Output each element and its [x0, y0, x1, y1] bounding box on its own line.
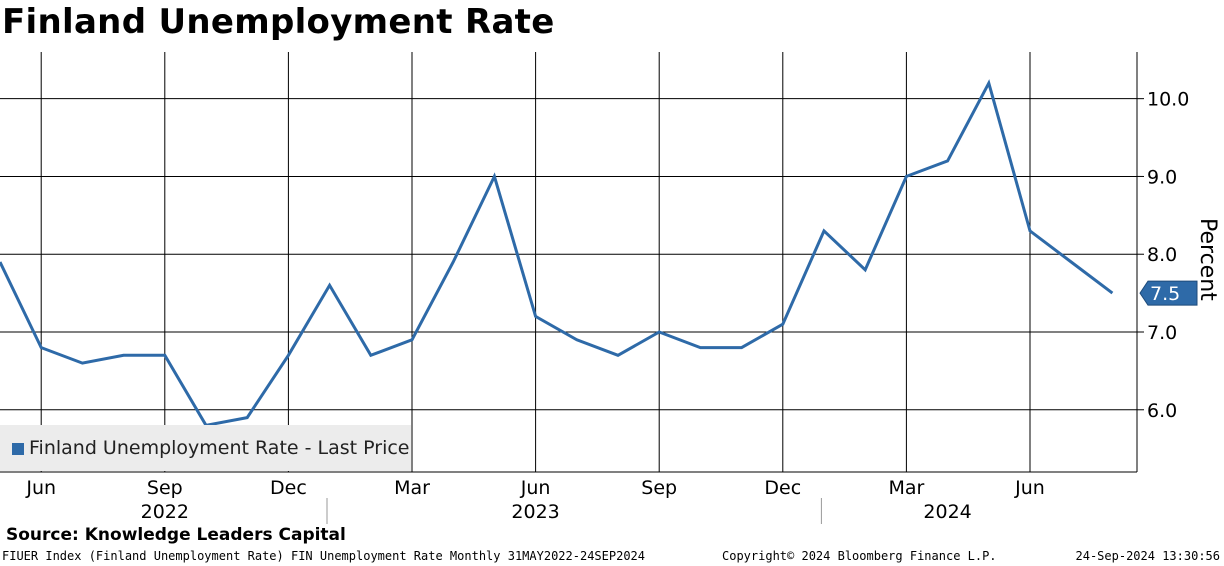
y-tick-label: 9.0	[1147, 166, 1177, 188]
x-month-label: Jun	[25, 477, 56, 499]
x-year-label: 2022	[141, 501, 189, 523]
legend-swatch	[12, 443, 24, 455]
y-tick-label: 7.0	[1147, 322, 1177, 344]
footer-timestamp: 24-Sep-2024 13:30:56	[1075, 549, 1221, 563]
legend: Finland Unemployment Rate - Last Price	[0, 425, 411, 471]
y-tick-label: 6.0	[1147, 400, 1177, 422]
x-month-label: Dec	[764, 477, 801, 499]
x-month-label: Mar	[394, 477, 430, 499]
chart-title: Finland Unemployment Rate	[2, 2, 555, 42]
y-axis-title-wrapper: Percent	[1182, 218, 1220, 313]
series-layer	[0, 79, 1114, 427]
tick-labels: 6.0 7.0 8.0 9.0 10.0 Jun Sep Dec Mar Jun Sep Dec Mar…	[25, 89, 1198, 523]
x-month-label: Jun	[520, 477, 551, 499]
x-month-label: Jun	[1014, 477, 1045, 499]
x-month-label: Dec	[270, 477, 307, 499]
gridlines	[0, 52, 1137, 472]
y-tick-label: 10.0	[1147, 89, 1189, 111]
x-month-label: Sep	[641, 477, 677, 499]
last-value-flag	[1139, 280, 1198, 306]
y-axis-title: Percent	[1195, 218, 1220, 301]
series-line	[0, 79, 1114, 427]
axes	[0, 52, 1144, 524]
x-year-label: 2023	[511, 501, 559, 523]
source-note: Source: Knowledge Leaders Capital	[6, 525, 346, 545]
footer-index-info: FIUER Index (Finland Unemployment Rate) …	[2, 549, 645, 563]
x-month-label: Sep	[147, 477, 183, 499]
x-month-label: Mar	[888, 477, 924, 499]
x-year-label: 2024	[923, 501, 971, 523]
last-value-label: 7.5	[1150, 283, 1180, 305]
footer-copyright: Copyright© 2024 Bloomberg Finance L.P.	[722, 549, 997, 563]
legend-label: Finland Unemployment Rate - Last Price	[29, 437, 410, 459]
y-tick-label: 8.0	[1147, 244, 1177, 266]
